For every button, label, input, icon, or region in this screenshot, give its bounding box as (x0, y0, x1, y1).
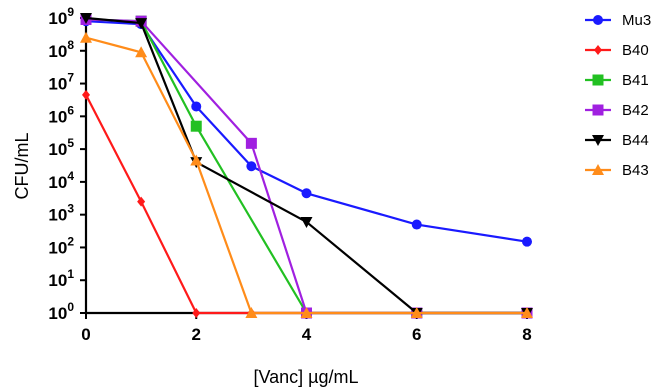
legend-item-b44: B44 (585, 132, 649, 149)
legend-marker-b43 (592, 164, 604, 175)
y-tick-label: 101 (48, 267, 74, 290)
y-axis-title: CFU/mL (12, 133, 32, 200)
legend-item-mu3: Mu3 (585, 12, 651, 29)
x-tick-label: 8 (522, 325, 531, 344)
y-tick-label: 102 (48, 234, 74, 257)
data-point-b43 (245, 307, 258, 318)
series-b43 (80, 31, 533, 318)
legend-label-b41: B41 (622, 72, 649, 89)
data-point-mu3 (246, 161, 257, 172)
series-line-mu3 (85, 20, 528, 243)
series-b41 (80, 13, 533, 319)
legend-marker-b44 (592, 135, 604, 146)
data-point-b43 (410, 307, 423, 318)
y-tick-label: 100 (48, 300, 74, 323)
data-point-b42 (245, 137, 257, 149)
data-point-b43 (190, 154, 203, 166)
data-point-mu3 (191, 101, 202, 112)
x-axis-title: [Vanc] µg/mL (253, 367, 358, 387)
legend-item-b40: B40 (585, 42, 649, 59)
x-tick-label: 4 (302, 325, 312, 344)
legend: Mu3 B40 B41 B42 B44 B43 (585, 12, 651, 179)
x-tick-label: 0 (81, 325, 90, 344)
series-b44 (80, 13, 533, 319)
series-b40 (82, 89, 531, 318)
data-point-mu3 (411, 219, 422, 230)
y-tick-label: 108 (48, 38, 74, 61)
y-tick-label: 106 (48, 103, 74, 126)
legend-label-b43: B43 (622, 162, 649, 179)
data-point-b40 (192, 308, 201, 318)
axes: 100 101 102 103 104 105 106 107 108 109 0 2 4 6 8 (48, 5, 531, 344)
data-point-b43 (521, 307, 533, 318)
legend-marker-mu3 (593, 15, 603, 25)
data-point-mu3 (522, 236, 532, 247)
y-tick-label: 109 (48, 5, 74, 28)
legend-label-b40: B40 (622, 42, 649, 59)
y-tick-label: 103 (48, 202, 74, 225)
y-tick-label: 107 (48, 71, 74, 94)
data-point-b43 (80, 31, 92, 43)
series-line-b40 (85, 94, 527, 315)
x-tick-label: 6 (412, 325, 421, 344)
series-mu3 (81, 16, 532, 247)
data-point-mu3 (301, 188, 312, 199)
legend-marker-b41 (592, 74, 604, 86)
data-point-b44 (300, 216, 313, 228)
legend-item-b43: B43 (585, 162, 649, 179)
x-tick-label: 2 (192, 325, 201, 344)
legend-item-b41: B41 (585, 72, 649, 89)
legend-marker-b42 (592, 104, 604, 116)
legend-label-b42: B42 (622, 102, 649, 119)
data-point-b44 (80, 13, 92, 24)
series-line-b43 (85, 36, 527, 315)
data-point-b43 (135, 46, 148, 58)
series-layer (80, 13, 533, 319)
series-line-b44 (85, 16, 527, 315)
series-line-b41 (85, 18, 527, 315)
y-tick-label: 105 (48, 136, 74, 159)
data-point-b41 (190, 120, 202, 132)
legend-label-b44: B44 (622, 132, 649, 149)
series-b42 (80, 13, 533, 319)
legend-label-mu3: Mu3 (622, 12, 651, 29)
data-point-b44 (135, 18, 148, 30)
legend-marker-b40 (594, 45, 602, 55)
series-line-b42 (85, 18, 527, 315)
data-point-b43 (300, 307, 313, 318)
legend-item-b42: B42 (585, 102, 649, 119)
data-point-b40 (82, 89, 90, 100)
y-tick-label: 104 (48, 169, 74, 192)
data-point-b40 (137, 196, 146, 207)
